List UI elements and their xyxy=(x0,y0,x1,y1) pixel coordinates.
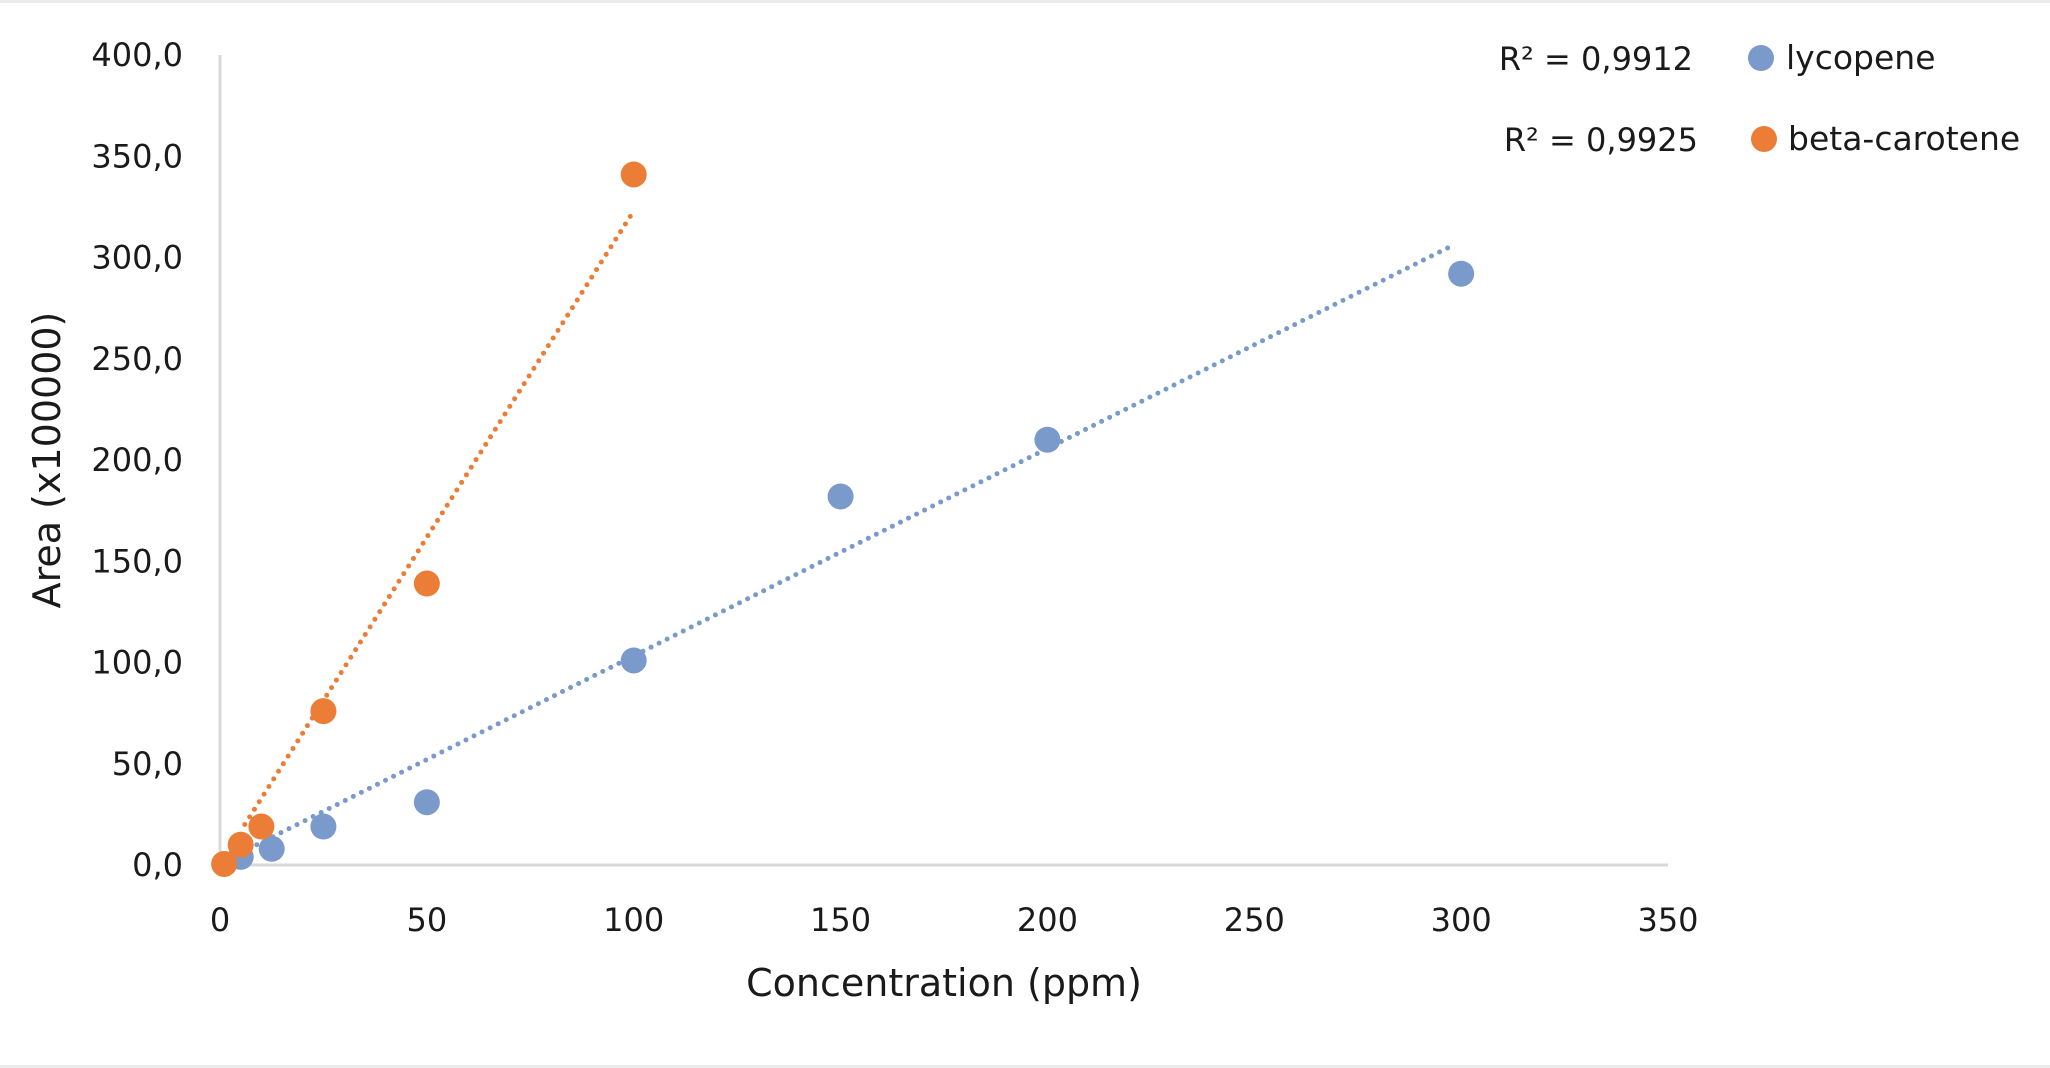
data-point-lycopene xyxy=(620,647,647,674)
y-tick-label: 300,0 xyxy=(91,239,183,277)
data-point-beta-carotene xyxy=(413,570,440,597)
y-tick-label: 50,0 xyxy=(112,745,183,783)
data-point-beta-carotene xyxy=(248,813,275,840)
x-tick-label: 300 xyxy=(1431,901,1492,939)
y-axis-title: Area (x100000) xyxy=(25,312,69,609)
data-point-lycopene xyxy=(258,835,285,862)
y-tick-label: 250,0 xyxy=(91,340,183,378)
data-point-lycopene xyxy=(1448,260,1475,287)
legend-marker-beta-carotene xyxy=(1751,126,1777,152)
trendlines xyxy=(238,208,1452,856)
legend-label-beta-carotene: beta-carotene xyxy=(1788,119,2020,158)
x-tick-label: 0 xyxy=(210,901,230,939)
axes-layer xyxy=(218,55,1668,867)
y-tick-label: 0,0 xyxy=(132,846,183,884)
y-tick-label: 350,0 xyxy=(91,137,183,175)
r-squared-label-beta-carotene: R² = 0,9925 xyxy=(1504,121,1698,159)
data-point-lycopene xyxy=(1034,426,1061,453)
scatter-chart: 0,0 50,0 100,0 150,0 200,0 250,0 300,0 350,0 400… xyxy=(25,36,2020,1005)
data-point-beta-carotene xyxy=(310,698,337,725)
data-point-lycopene xyxy=(413,789,440,816)
legend: R² = 0,9912 lycopene R² = 0,9925 beta-ca… xyxy=(1499,38,2020,159)
y-tick-labels: 0,0 50,0 100,0 150,0 200,0 250,0 300,0 350,0 400… xyxy=(91,36,183,884)
legend-marker-lycopene xyxy=(1748,45,1774,71)
data-point-beta-carotene xyxy=(227,831,254,858)
trendline-beta-carotene xyxy=(242,208,637,827)
data-point-lycopene xyxy=(310,813,337,840)
x-tick-label: 150 xyxy=(810,901,871,939)
x-tick-label: 200 xyxy=(1017,901,1078,939)
legend-label-lycopene: lycopene xyxy=(1786,38,1936,77)
data-points xyxy=(211,161,1475,877)
trendline-lycopene xyxy=(238,244,1452,856)
x-tick-label: 350 xyxy=(1637,901,1698,939)
y-tick-label: 100,0 xyxy=(91,644,183,682)
y-tick-label: 400,0 xyxy=(91,36,183,74)
r-squared-label-lycopene: R² = 0,9912 xyxy=(1499,40,1693,78)
x-tick-label: 100 xyxy=(603,901,664,939)
x-tick-label: 50 xyxy=(406,901,447,939)
data-point-beta-carotene xyxy=(620,161,647,188)
x-tick-labels: 0 50 100 150 200 250 300 350 xyxy=(210,901,1699,939)
x-tick-label: 250 xyxy=(1224,901,1285,939)
data-point-lycopene xyxy=(827,483,854,510)
x-axis-title: Concentration (ppm) xyxy=(746,961,1142,1005)
data-point-beta-carotene xyxy=(211,850,238,877)
y-tick-label: 200,0 xyxy=(91,441,183,479)
y-tick-label: 150,0 xyxy=(91,542,183,580)
